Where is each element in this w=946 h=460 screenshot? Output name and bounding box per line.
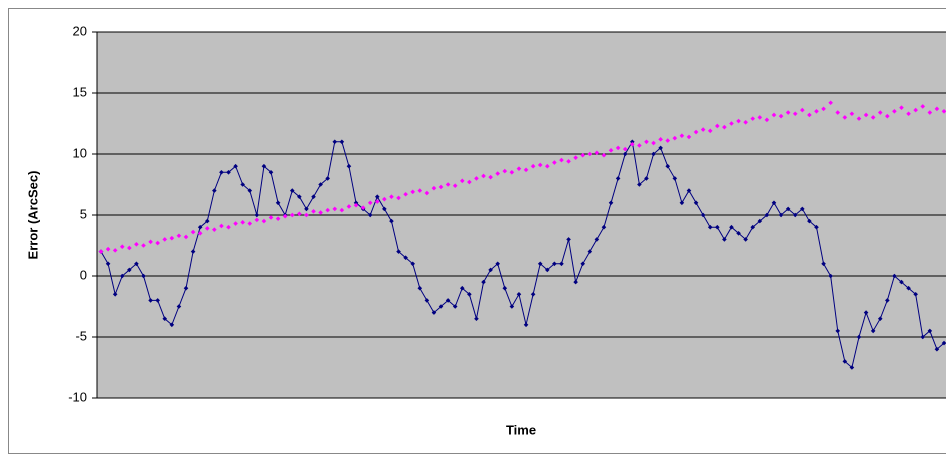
- y-axis-label: Error (ArcSec): [25, 171, 40, 260]
- y-tick-label: 5: [80, 206, 87, 221]
- y-tick-label: -10: [68, 389, 87, 404]
- y-tick-label: 20: [73, 23, 87, 38]
- y-tick-label: -5: [75, 328, 87, 343]
- y-tick-label: 0: [80, 267, 87, 282]
- x-axis-label: Time: [506, 422, 536, 437]
- y-tick-label: 10: [73, 145, 87, 160]
- y-tick-label: 15: [73, 84, 87, 99]
